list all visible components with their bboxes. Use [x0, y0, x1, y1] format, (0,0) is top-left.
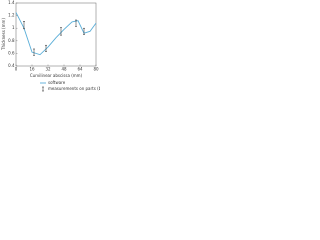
error-bar: [75, 19, 77, 27]
x-tick-label: 32: [45, 67, 51, 72]
legend-swatch: [42, 86, 44, 92]
y-tick-label: 1.4: [8, 0, 15, 5]
y-tick-label: 1: [12, 25, 15, 30]
x-tick-label: 48: [61, 67, 67, 72]
legend-label: measurements on parts (bars): [48, 86, 100, 91]
error-bar: [45, 44, 47, 52]
x-tick-label: 64: [77, 67, 83, 72]
x-tick-label: 0: [15, 67, 18, 72]
y-tick-label: 0.8: [8, 38, 15, 43]
line: [15, 12, 97, 56]
chart: Curvilinear abscissa (mm) Thickness (mm)…: [1, 0, 109, 92]
error-bar: [83, 27, 85, 35]
y-tick-label: 1.2: [8, 13, 15, 18]
legend-label: software: [48, 80, 66, 85]
y-tick-label: 0.4: [8, 63, 15, 68]
x-axis-label: Curvilinear abscissa (mm): [30, 73, 83, 78]
error-bar: [33, 48, 35, 56]
y-tick-label: 0.6: [8, 50, 15, 55]
plot-frame: [15, 2, 97, 67]
error-bar: [23, 21, 25, 30]
error-bar: [60, 27, 62, 36]
x-tick-label: 80: [93, 67, 99, 72]
x-tick-label: 16: [29, 67, 35, 72]
y-axis-label: Thickness (mm): [1, 18, 6, 51]
